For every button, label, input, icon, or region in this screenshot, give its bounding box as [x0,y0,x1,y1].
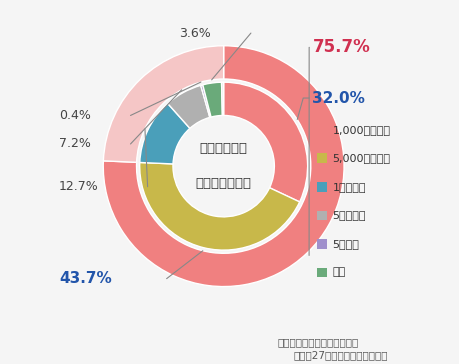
Text: （出典）最高裁判所事務総局: （出典）最高裁判所事務総局 [277,337,358,347]
Wedge shape [140,103,190,164]
Wedge shape [140,162,299,250]
Wedge shape [168,86,209,128]
Text: 12.7%: 12.7% [59,180,98,193]
Text: 1,000万円以下: 1,000万円以下 [331,125,390,135]
Wedge shape [221,82,223,115]
Wedge shape [103,46,223,162]
Wedge shape [103,46,343,286]
Bar [316,268,326,277]
Text: 5億円超: 5億円超 [331,239,358,249]
Bar [316,154,326,163]
Bar [316,182,326,191]
Text: 5億円以下: 5億円以下 [331,210,365,220]
Text: 7.2%: 7.2% [59,138,90,150]
Bar [316,125,326,134]
Text: 0.4%: 0.4% [59,109,90,122]
Bar [316,239,326,249]
Text: 1億円以下: 1億円以下 [331,182,365,192]
Text: 「平成27年度　司法統計年報」: 「平成27年度 司法統計年報」 [293,350,387,360]
Text: 32.0%: 32.0% [312,91,364,106]
Text: 5,000万円以下: 5,000万円以下 [331,153,390,163]
Text: 遺産分割事件数: 遺産分割事件数 [195,177,251,190]
Text: 75.7%: 75.7% [312,38,369,56]
Text: 43.7%: 43.7% [59,271,112,286]
Text: 不明: 不明 [331,267,345,277]
Text: 遺産の価額別: 遺産の価額別 [199,142,247,155]
Wedge shape [200,85,211,117]
Wedge shape [202,82,222,117]
Bar [316,210,326,220]
Wedge shape [223,82,307,202]
Text: 3.6%: 3.6% [179,27,211,40]
